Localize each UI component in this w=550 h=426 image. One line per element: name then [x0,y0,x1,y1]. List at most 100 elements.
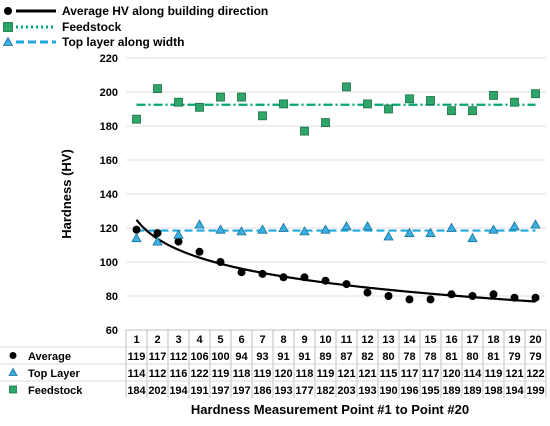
feedstock-point [489,91,498,100]
x-tick-label: 2 [154,334,160,346]
table-feedstock-value: 190 [379,385,397,397]
table-feedstock-value: 203 [337,385,355,397]
table-top-layer-value: 118 [296,368,314,380]
top-layer-point [509,220,520,231]
table-average-value: 100 [211,351,229,363]
table-feedstock-value: 197 [211,385,229,397]
table-feedstock-value: 193 [274,385,292,397]
x-tick-label: 9 [301,334,307,346]
top-layer-point [152,236,163,246]
top-layer-point [362,220,373,231]
top-layer-point [425,227,436,238]
table-feedstock-value: 189 [463,385,481,397]
table-top-layer-value: 117 [422,368,440,380]
top-layer-point [173,229,184,239]
x-tick-label: 12 [361,334,373,346]
y-tick-label: 60 [106,325,118,337]
table-top-layer-value: 121 [505,368,523,380]
table-top-layer-value: 119 [254,368,272,380]
top-layer-point [215,224,226,234]
y-tick-label: 180 [100,121,118,133]
table-top-layer-value: 114 [464,368,483,380]
legend-average-marker [4,7,12,15]
feedstock-point [153,84,162,93]
table-average-value: 80 [466,351,478,363]
y-tick-label: 220 [100,53,118,65]
average-point [468,292,477,300]
y-tick-label: 80 [106,291,118,303]
x-tick-label: 8 [280,334,286,346]
average-trend-curve [135,219,536,303]
table-feedstock-value: 194 [505,385,524,397]
top-layer-point [320,224,331,234]
feedstock-point [132,114,141,124]
legend-top-layer-marker [2,36,14,46]
table-average-value: 89 [319,351,331,363]
top-layer-point [530,219,541,229]
legend-average-label: Average HV along building direction [62,4,268,18]
table-feedstock-value: 194 [169,385,188,397]
table-feedstock-value: 191 [190,385,208,397]
y-tick-label: 120 [100,223,118,235]
x-axis-title: Hardness Measurement Point #1 to Point #… [191,402,469,417]
x-tick-label: 4 [196,334,203,346]
average-point [300,273,309,282]
table-average-value: 119 [128,351,146,363]
reference-lines [136,103,536,232]
table-top-layer-value: 119 [212,368,230,380]
feedstock-point [426,96,435,105]
table-feedstock-value: 202 [148,385,166,397]
y-tick-label: 200 [100,87,118,99]
top-layer-point [488,224,499,234]
table-average-value: 112 [170,351,188,363]
legend-feedstock-marker [3,22,13,32]
x-tick-label: 10 [319,334,331,346]
top-layer-point [236,226,247,236]
average-point [489,290,498,299]
top-layer-point [131,232,142,243]
table-top-layer-value: 120 [442,368,460,380]
table-average-value: 80 [382,351,394,363]
feedstock-point [195,102,204,112]
table-feedstock-value: 197 [232,385,250,397]
data-points [131,82,541,304]
table-average-value: 87 [340,351,352,363]
feedstock-point [216,92,225,102]
table-feedstock-value: 198 [484,385,502,397]
table-top-layer-value: 122 [526,368,544,380]
average-point [216,258,225,266]
table-top-layer-value: 112 [149,368,167,380]
feedstock-point [384,104,393,114]
feedstock-point [237,92,246,102]
table-feedstock-value: 196 [400,385,418,397]
average-point [510,293,519,302]
x-tick-label: 20 [529,334,541,346]
average-point [363,288,372,297]
table-top-layer-value: 122 [190,368,208,380]
table-average-value: 81 [445,351,457,363]
table-top-layer-value: 117 [401,368,419,380]
table-average-label: Average [28,351,71,363]
feedstock-point [447,106,456,116]
feedstock-point [531,89,540,99]
table-top-layer-value: 121 [358,368,376,380]
y-tick-label: 140 [100,189,118,201]
feedstock-point [405,94,414,104]
y-tick-labels: 60 80 100 120 140 160 180 200 220 [100,53,118,337]
top-layer-point [299,226,310,236]
average-point [237,268,246,277]
average-point [447,290,456,299]
table-top-layer-value: 114 [128,368,147,380]
table-feedstock-value: 184 [127,385,146,397]
feedstock-point [174,97,183,107]
x-tick-label: 17 [466,334,478,346]
average-point [426,295,435,304]
top-layer-point [194,219,205,229]
table-top-layer-value: 121 [337,368,355,380]
average-point [132,225,141,234]
table-average-value: 91 [298,351,310,363]
table-average-value: 81 [487,351,499,363]
table-average-value: 82 [361,351,373,363]
table-average-value: 106 [190,351,208,363]
